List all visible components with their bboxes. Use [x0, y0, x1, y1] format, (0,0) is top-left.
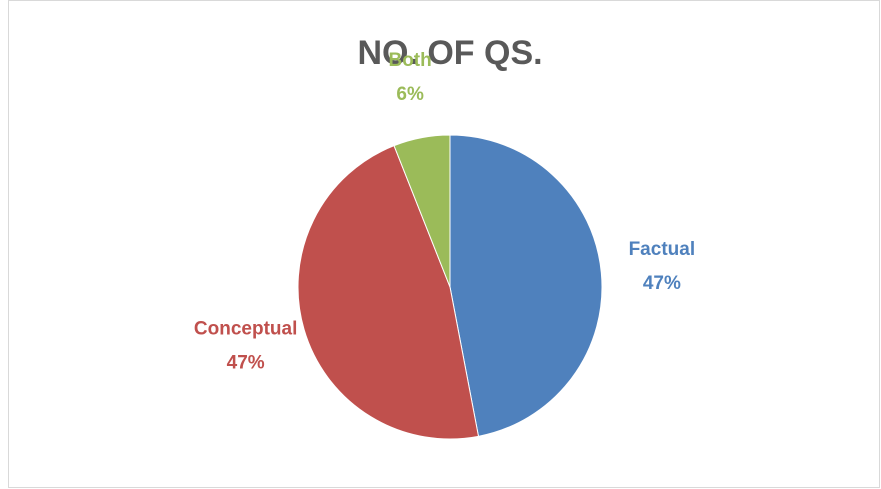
pie-slice — [297, 145, 480, 440]
pie-slice — [449, 134, 603, 437]
chart-title: NO. OF QS. — [357, 34, 542, 72]
pie-slice — [393, 134, 451, 288]
slice-name: Both — [388, 50, 431, 71]
slice-value: 47% — [643, 273, 681, 294]
slice-name: Factual — [629, 239, 696, 260]
slice-value: 6% — [396, 84, 424, 105]
slice-value: 47% — [227, 352, 265, 373]
slice-name: Conceptual — [194, 318, 297, 339]
